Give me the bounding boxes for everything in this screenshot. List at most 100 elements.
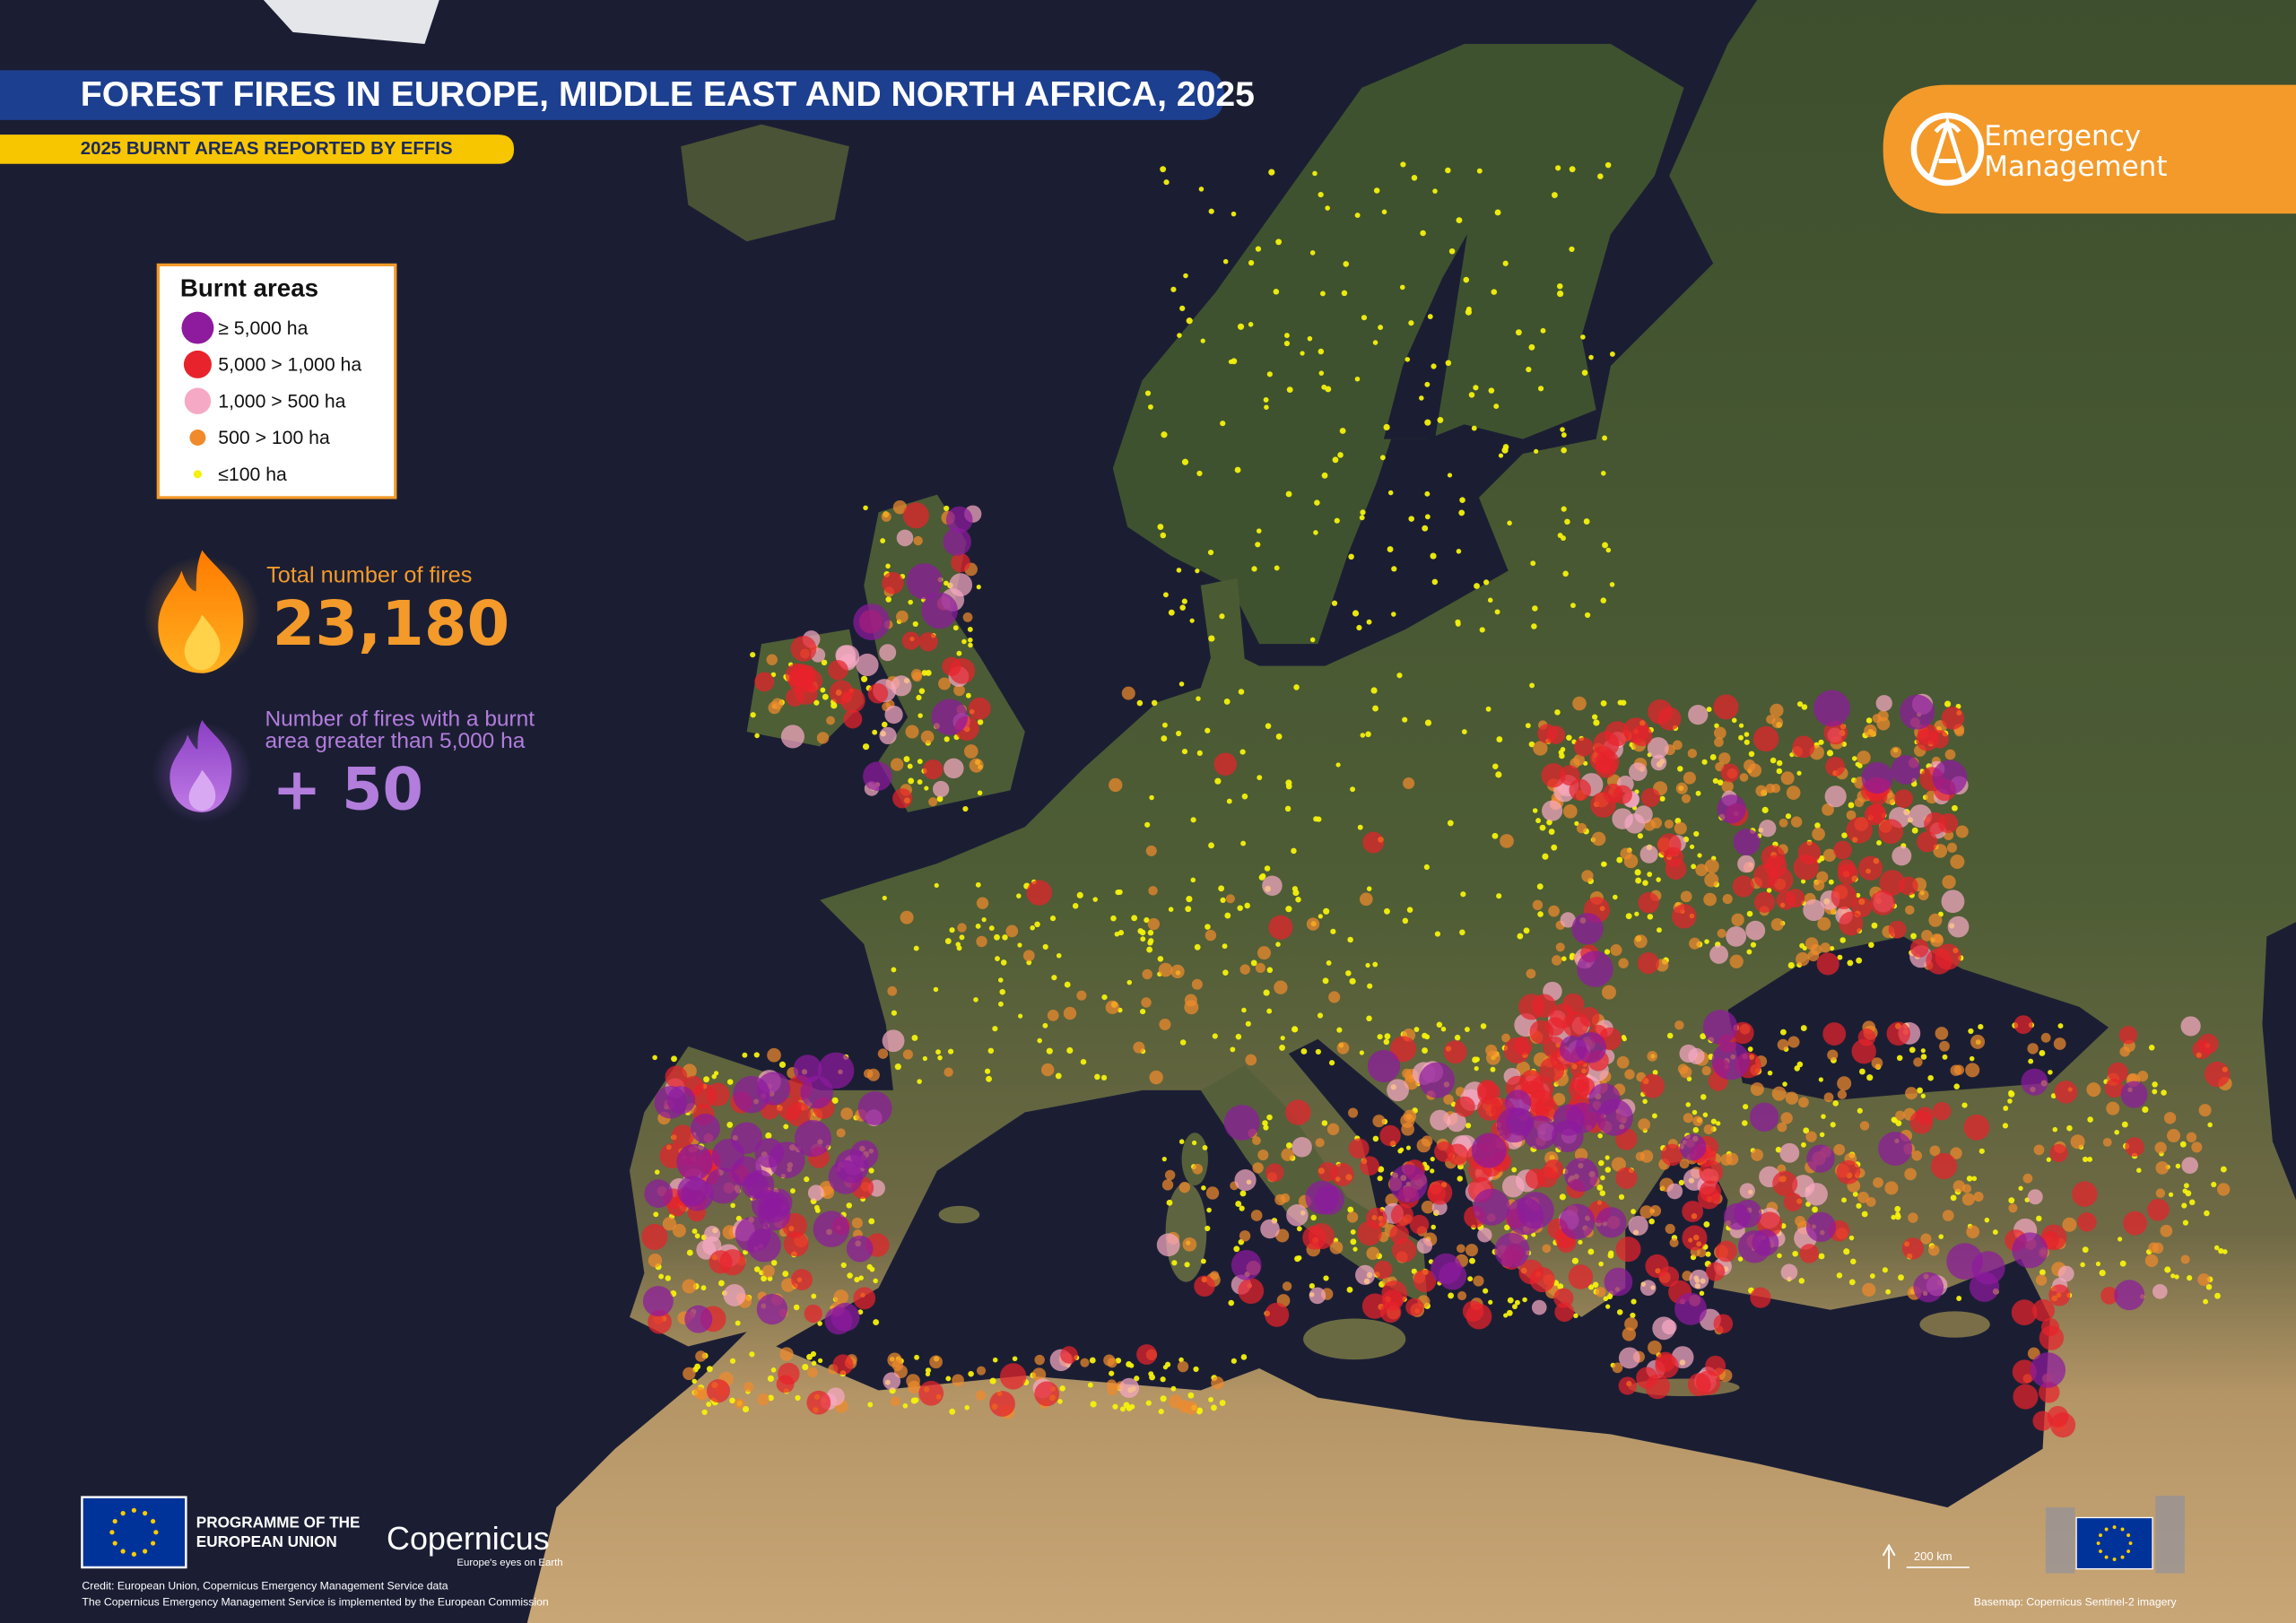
fire-dot [885, 596, 891, 603]
fire-dot [1196, 696, 1201, 701]
fire-dot [1367, 983, 1373, 989]
fire-dot [1059, 1385, 1065, 1392]
fire-dot [1819, 855, 1825, 862]
fire-dot [2217, 1183, 2231, 1196]
fire-dot [1746, 910, 1753, 917]
fire-dot [1447, 1112, 1466, 1133]
fire-dot [902, 1049, 913, 1060]
fire-dot [1241, 793, 1248, 800]
fire-dot [1350, 1228, 1356, 1235]
fire-dot [1588, 354, 1594, 360]
fire-dot [1531, 623, 1537, 629]
fire-dot [1598, 1159, 1605, 1167]
fire-dot [1309, 1283, 1315, 1289]
fire-dot [1100, 1074, 1108, 1081]
fire-dot [729, 1358, 736, 1364]
fire-dot [1709, 945, 1729, 964]
star [143, 1549, 148, 1554]
fire-dot [1328, 991, 1341, 1003]
fire-dot [1650, 754, 1667, 771]
fire-dot [976, 585, 981, 590]
fire-dot [1205, 929, 1217, 942]
fire-dot [1750, 942, 1757, 948]
fire-dot [2021, 1068, 2048, 1096]
fire-dot [761, 1264, 775, 1278]
fire-dot [2007, 1098, 2013, 1104]
fire-dot [1703, 1124, 1714, 1135]
fire-dot [1587, 1284, 1595, 1290]
fire-dot [1796, 701, 1804, 707]
fire-dot [702, 1236, 722, 1255]
fire-dot [1743, 1104, 1749, 1110]
fire-dot [794, 1120, 832, 1158]
fire-dot [2052, 1126, 2058, 1133]
fire-dot [1796, 952, 1810, 967]
fire-dot [1633, 934, 1648, 949]
fire-dot [914, 1354, 919, 1360]
fire-dot [1605, 1304, 1611, 1309]
fire-dot [1162, 592, 1169, 598]
fire-dot [1746, 949, 1752, 955]
fire-dot [1360, 1156, 1379, 1176]
fire-dot [2027, 1189, 2043, 1205]
fire-dot [1733, 829, 1761, 856]
fire-dot [2095, 1261, 2101, 1267]
fire-dot [995, 956, 1000, 961]
fire-dot [1360, 509, 1366, 516]
fire-dot [1443, 1040, 1467, 1064]
fire-dot [885, 563, 891, 569]
fire-dot [1744, 732, 1750, 737]
fire-dot [2123, 1211, 2147, 1236]
fire-dot [1443, 1094, 1454, 1105]
fire-dot [1812, 1206, 1818, 1213]
credit: Credit: European Union, Copernicus Emerg… [82, 1579, 448, 1592]
fire-dot [1252, 1136, 1261, 1145]
fire-dot [706, 1402, 712, 1407]
fire-dot [783, 1231, 809, 1257]
fire-dot [1274, 980, 1288, 994]
fire-dot [1146, 946, 1153, 953]
fire-dot [969, 758, 984, 773]
fire-dot [1678, 1179, 1684, 1186]
fire-dot [1930, 933, 1944, 948]
fire-dot [1262, 875, 1283, 897]
fire-dot [2013, 1384, 2039, 1410]
fire-dot [683, 1367, 696, 1381]
fire-dot [1160, 1395, 1167, 1402]
fire-dot [892, 500, 908, 515]
fire-dot [1372, 1115, 1386, 1128]
fire-dot [868, 1167, 874, 1174]
fire-dot [1121, 686, 1135, 700]
fire-dot [1537, 386, 1544, 392]
fire-dot [780, 725, 804, 749]
fire-dot [947, 1048, 954, 1055]
fire-dot [1581, 870, 1594, 882]
fire-dot [802, 1363, 809, 1371]
fire-dot [1712, 777, 1718, 784]
fire-dot [1500, 834, 1514, 848]
fire-dot [1507, 520, 1512, 526]
fire-dot [1145, 845, 1157, 856]
scale-label: 200 km [1914, 1549, 1952, 1563]
fire-dot [806, 1353, 813, 1360]
fire-dot [1992, 1229, 1998, 1236]
fire-dot [1255, 962, 1265, 974]
fire-dot [1913, 1271, 1944, 1303]
fire-dot [963, 744, 978, 759]
fire-dot [1309, 1287, 1326, 1305]
fire-dot [1554, 709, 1561, 716]
fire-dot [1107, 1384, 1118, 1396]
fire-dot [967, 627, 973, 632]
legend-label: 5,000 > 1,000 ha [218, 355, 361, 376]
fire-dot [1396, 673, 1403, 679]
fire-dot [1318, 348, 1325, 355]
fire-dot [1463, 276, 1470, 283]
fire-dot [1713, 1314, 1734, 1334]
fire-dot [1818, 1077, 1823, 1082]
fire-dot [1308, 1223, 1335, 1250]
fire-dot [1946, 1243, 1984, 1280]
fire-dot [1507, 1297, 1514, 1304]
fire-dot [1598, 1261, 1604, 1267]
fire-dot [1561, 535, 1566, 542]
fire-dot [1523, 1115, 1558, 1150]
